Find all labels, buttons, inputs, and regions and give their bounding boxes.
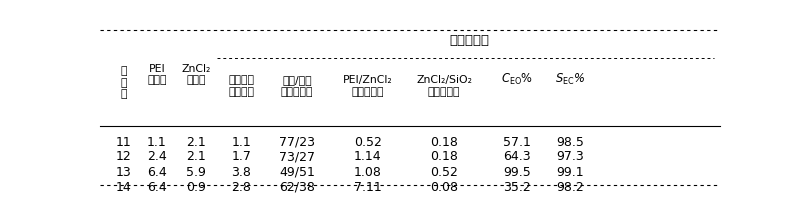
Text: 5.9: 5.9	[186, 166, 206, 179]
Text: 2.1: 2.1	[186, 136, 206, 149]
Text: 7.11: 7.11	[354, 181, 382, 194]
Text: 14: 14	[116, 181, 131, 194]
Text: 2.8: 2.8	[231, 181, 251, 194]
Text: 6.4: 6.4	[147, 181, 167, 194]
Text: 13: 13	[116, 166, 131, 179]
Text: 49/51: 49/51	[279, 166, 315, 179]
Text: ZnCl₂/SiO₂
（重量比）: ZnCl₂/SiO₂ （重量比）	[416, 75, 472, 97]
Text: 97.3: 97.3	[556, 150, 584, 163]
Text: 核相/壳相
（重量比）: 核相/壳相 （重量比）	[281, 75, 314, 97]
Text: 35.2: 35.2	[502, 181, 530, 194]
Text: 催化剂性质: 催化剂性质	[449, 34, 489, 47]
Text: 6.4: 6.4	[147, 166, 167, 179]
Text: 98.5: 98.5	[556, 136, 584, 149]
Text: 实
施
例: 实 施 例	[120, 66, 127, 99]
Text: 77/23: 77/23	[279, 136, 315, 149]
Text: 壳相厚度
（纳米）: 壳相厚度 （纳米）	[228, 75, 254, 97]
Text: 1.08: 1.08	[354, 166, 382, 179]
Text: 0.52: 0.52	[430, 166, 458, 179]
Text: 12: 12	[116, 150, 131, 163]
Text: 0.18: 0.18	[430, 150, 458, 163]
Text: 3.8: 3.8	[231, 166, 251, 179]
Text: 1.1: 1.1	[231, 136, 251, 149]
Text: 11: 11	[116, 136, 131, 149]
Text: 57.1: 57.1	[502, 136, 530, 149]
Text: 73/27: 73/27	[279, 150, 315, 163]
Text: $S_{\rm EC}$%: $S_{\rm EC}$%	[555, 72, 585, 87]
Text: ZnCl₂
（克）: ZnCl₂ （克）	[182, 64, 210, 85]
Text: 0.18: 0.18	[430, 136, 458, 149]
Text: 98.2: 98.2	[556, 181, 584, 194]
Text: 2.1: 2.1	[186, 150, 206, 163]
Text: $C_{\rm EO}$%: $C_{\rm EO}$%	[501, 72, 533, 87]
Text: 0.9: 0.9	[186, 181, 206, 194]
Text: PEI/ZnCl₂
（重量比）: PEI/ZnCl₂ （重量比）	[343, 75, 393, 97]
Text: PEI
（克）: PEI （克）	[147, 64, 166, 85]
Text: 64.3: 64.3	[503, 150, 530, 163]
Text: 1.14: 1.14	[354, 150, 382, 163]
Text: 99.1: 99.1	[556, 166, 584, 179]
Text: 62/38: 62/38	[279, 181, 315, 194]
Text: 0.52: 0.52	[354, 136, 382, 149]
Text: 1.7: 1.7	[231, 150, 251, 163]
Text: 0.08: 0.08	[430, 181, 458, 194]
Text: 1.1: 1.1	[147, 136, 167, 149]
Text: 2.4: 2.4	[147, 150, 167, 163]
Text: 99.5: 99.5	[502, 166, 530, 179]
